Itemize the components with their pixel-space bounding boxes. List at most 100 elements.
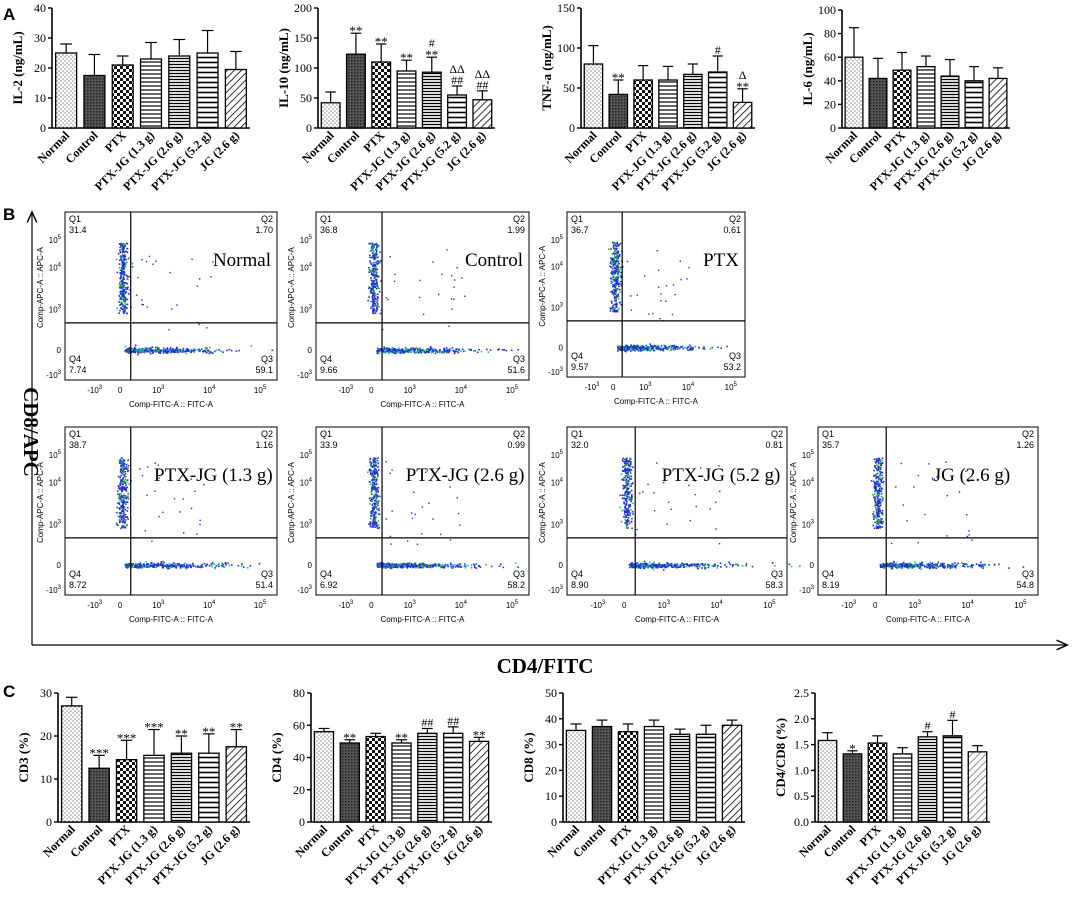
plot-x-tick: -103 bbox=[338, 600, 354, 610]
panel-label-a: A bbox=[3, 5, 15, 24]
bar-jg-2-6-g bbox=[988, 77, 1008, 129]
bar-control bbox=[345, 53, 366, 129]
plot-x-tick: 105 bbox=[254, 385, 267, 395]
plot-y-label: Comp-APC-A :: APC-A bbox=[287, 461, 296, 543]
y-axis-label: CD3 (%) bbox=[16, 732, 31, 782]
bar-ptx-jg-2-6-g bbox=[940, 75, 960, 129]
y-tick-label: 0 bbox=[40, 121, 46, 135]
quadrant-q1-name: Q1 bbox=[571, 429, 583, 439]
plot-y-label: Comp-APC-A :: APC-A bbox=[36, 246, 45, 328]
quadrant-q4-percent: 9.57 bbox=[571, 362, 589, 372]
plot-x-tick: 103 bbox=[404, 600, 417, 610]
bar-ptx bbox=[365, 735, 386, 823]
bar-control bbox=[591, 725, 613, 823]
plot-x-tick: -103 bbox=[590, 600, 606, 610]
y-tick-label: 30 bbox=[40, 686, 52, 700]
plot-y-tick: 0 bbox=[559, 561, 564, 570]
plot-x-tick: 103 bbox=[909, 600, 922, 610]
quadrant-q3-name: Q3 bbox=[1022, 569, 1034, 579]
quadrant-q1-name: Q1 bbox=[320, 429, 332, 439]
quadrant-q2-name: Q2 bbox=[261, 214, 273, 224]
significance-mark: ## bbox=[421, 715, 433, 729]
y-tick-label: 100 bbox=[557, 41, 575, 55]
bar-normal bbox=[313, 731, 335, 823]
y-tick-label: 20 bbox=[40, 729, 52, 743]
quadrant-q3-name: Q3 bbox=[513, 569, 525, 579]
event-dots bbox=[115, 457, 261, 570]
plot-x-tick: 0 bbox=[369, 601, 374, 610]
bar-jg-2-6-g bbox=[468, 740, 490, 823]
plot-x-tick: 0 bbox=[622, 601, 627, 610]
bar-ptx-jg-5-2-g bbox=[198, 752, 220, 823]
bar-ptx-jg-1-3-g bbox=[643, 725, 665, 823]
plot-frame bbox=[315, 211, 530, 381]
quadrant-q4-percent: 8.90 bbox=[571, 580, 589, 590]
plot-frame bbox=[566, 426, 788, 596]
plot-y-label: Comp-APC-A :: APC-A bbox=[36, 461, 45, 543]
panel-label-c: C bbox=[3, 682, 15, 701]
quadrant-q3-percent: 53.2 bbox=[723, 362, 741, 372]
significance-mark: * bbox=[849, 741, 856, 756]
significance-mark: ** bbox=[375, 34, 388, 49]
significance-mark: Δ bbox=[739, 68, 747, 82]
y-tick-label: 0 bbox=[46, 815, 52, 829]
plot-x-tick: 0 bbox=[369, 386, 374, 395]
bar-ptx bbox=[617, 731, 639, 823]
significance-mark: ## bbox=[451, 73, 463, 87]
event-dots bbox=[366, 457, 519, 570]
quadrant-q4-name: Q4 bbox=[571, 351, 583, 361]
plot-y-tick: 104 bbox=[551, 477, 564, 487]
quadrant-q3-name: Q3 bbox=[729, 351, 741, 361]
plot-x-tick: 105 bbox=[763, 600, 776, 610]
plot-y-tick: 104 bbox=[49, 477, 62, 487]
plot-y-tick: 103 bbox=[300, 519, 313, 529]
significance-mark: # bbox=[950, 707, 956, 721]
plot-x-tick: 104 bbox=[961, 600, 974, 610]
plot-x-label: Comp-FITC-A :: FITC-A bbox=[129, 400, 214, 409]
bar-ptx-jg-1-3-g bbox=[139, 58, 163, 129]
y-axis-label: CD4/CD8 (%) bbox=[773, 718, 788, 797]
quadrant-q2-percent: 1.70 bbox=[255, 225, 273, 235]
y-tick-label: 150 bbox=[557, 1, 575, 15]
bar-control bbox=[339, 742, 361, 823]
y-tick-label: 20 bbox=[824, 97, 836, 111]
y-axis-label: CD8 (%) bbox=[521, 732, 536, 782]
significance-mark: ## bbox=[476, 78, 488, 92]
cd8-axis-title: CD8/APC bbox=[19, 387, 43, 477]
bar-ptx-jg-2-6-g bbox=[421, 71, 442, 129]
quadrant-q2-percent: 1.16 bbox=[255, 440, 273, 450]
y-tick-label: 20 bbox=[34, 61, 46, 75]
bar-jg-2-6-g bbox=[967, 751, 988, 823]
bar-charts: 0 10 20 30 40 IL-2 (ng/mL) Normal Control PTX PTX… bbox=[10, 1, 1010, 888]
y-tick-label: 10 bbox=[545, 789, 557, 803]
quadrant-q1-name: Q1 bbox=[69, 214, 81, 224]
bar-ptx-jg-2-6-g bbox=[917, 736, 938, 823]
significance-mark: ** bbox=[400, 50, 413, 65]
bar-ptx-jg-2-6-g bbox=[417, 732, 438, 823]
plot-x-tick: 104 bbox=[710, 600, 723, 610]
plot-y-tick: 0 bbox=[810, 561, 815, 570]
plot-x-tick: 103 bbox=[152, 600, 165, 610]
plot-y-tick: 105 bbox=[551, 450, 564, 460]
bar-control bbox=[88, 767, 110, 823]
quadrant-q3-percent: 58.3 bbox=[765, 580, 783, 590]
y-tick-label: 50 bbox=[300, 91, 312, 105]
bar-ptx-jg-1-3-g bbox=[143, 754, 165, 823]
plot-x-label: Comp-FITC-A :: FITC-A bbox=[614, 397, 699, 406]
plot-y-tick: 104 bbox=[300, 262, 313, 272]
bar-ptx-jg-1-3-g bbox=[396, 70, 417, 129]
significance-mark: *** bbox=[144, 720, 164, 735]
bar-ptx-jg-5-2-g bbox=[707, 71, 728, 129]
plot-y-tick: 105 bbox=[300, 235, 313, 245]
bar-control bbox=[868, 77, 888, 129]
significance-mark: ** bbox=[425, 47, 438, 62]
